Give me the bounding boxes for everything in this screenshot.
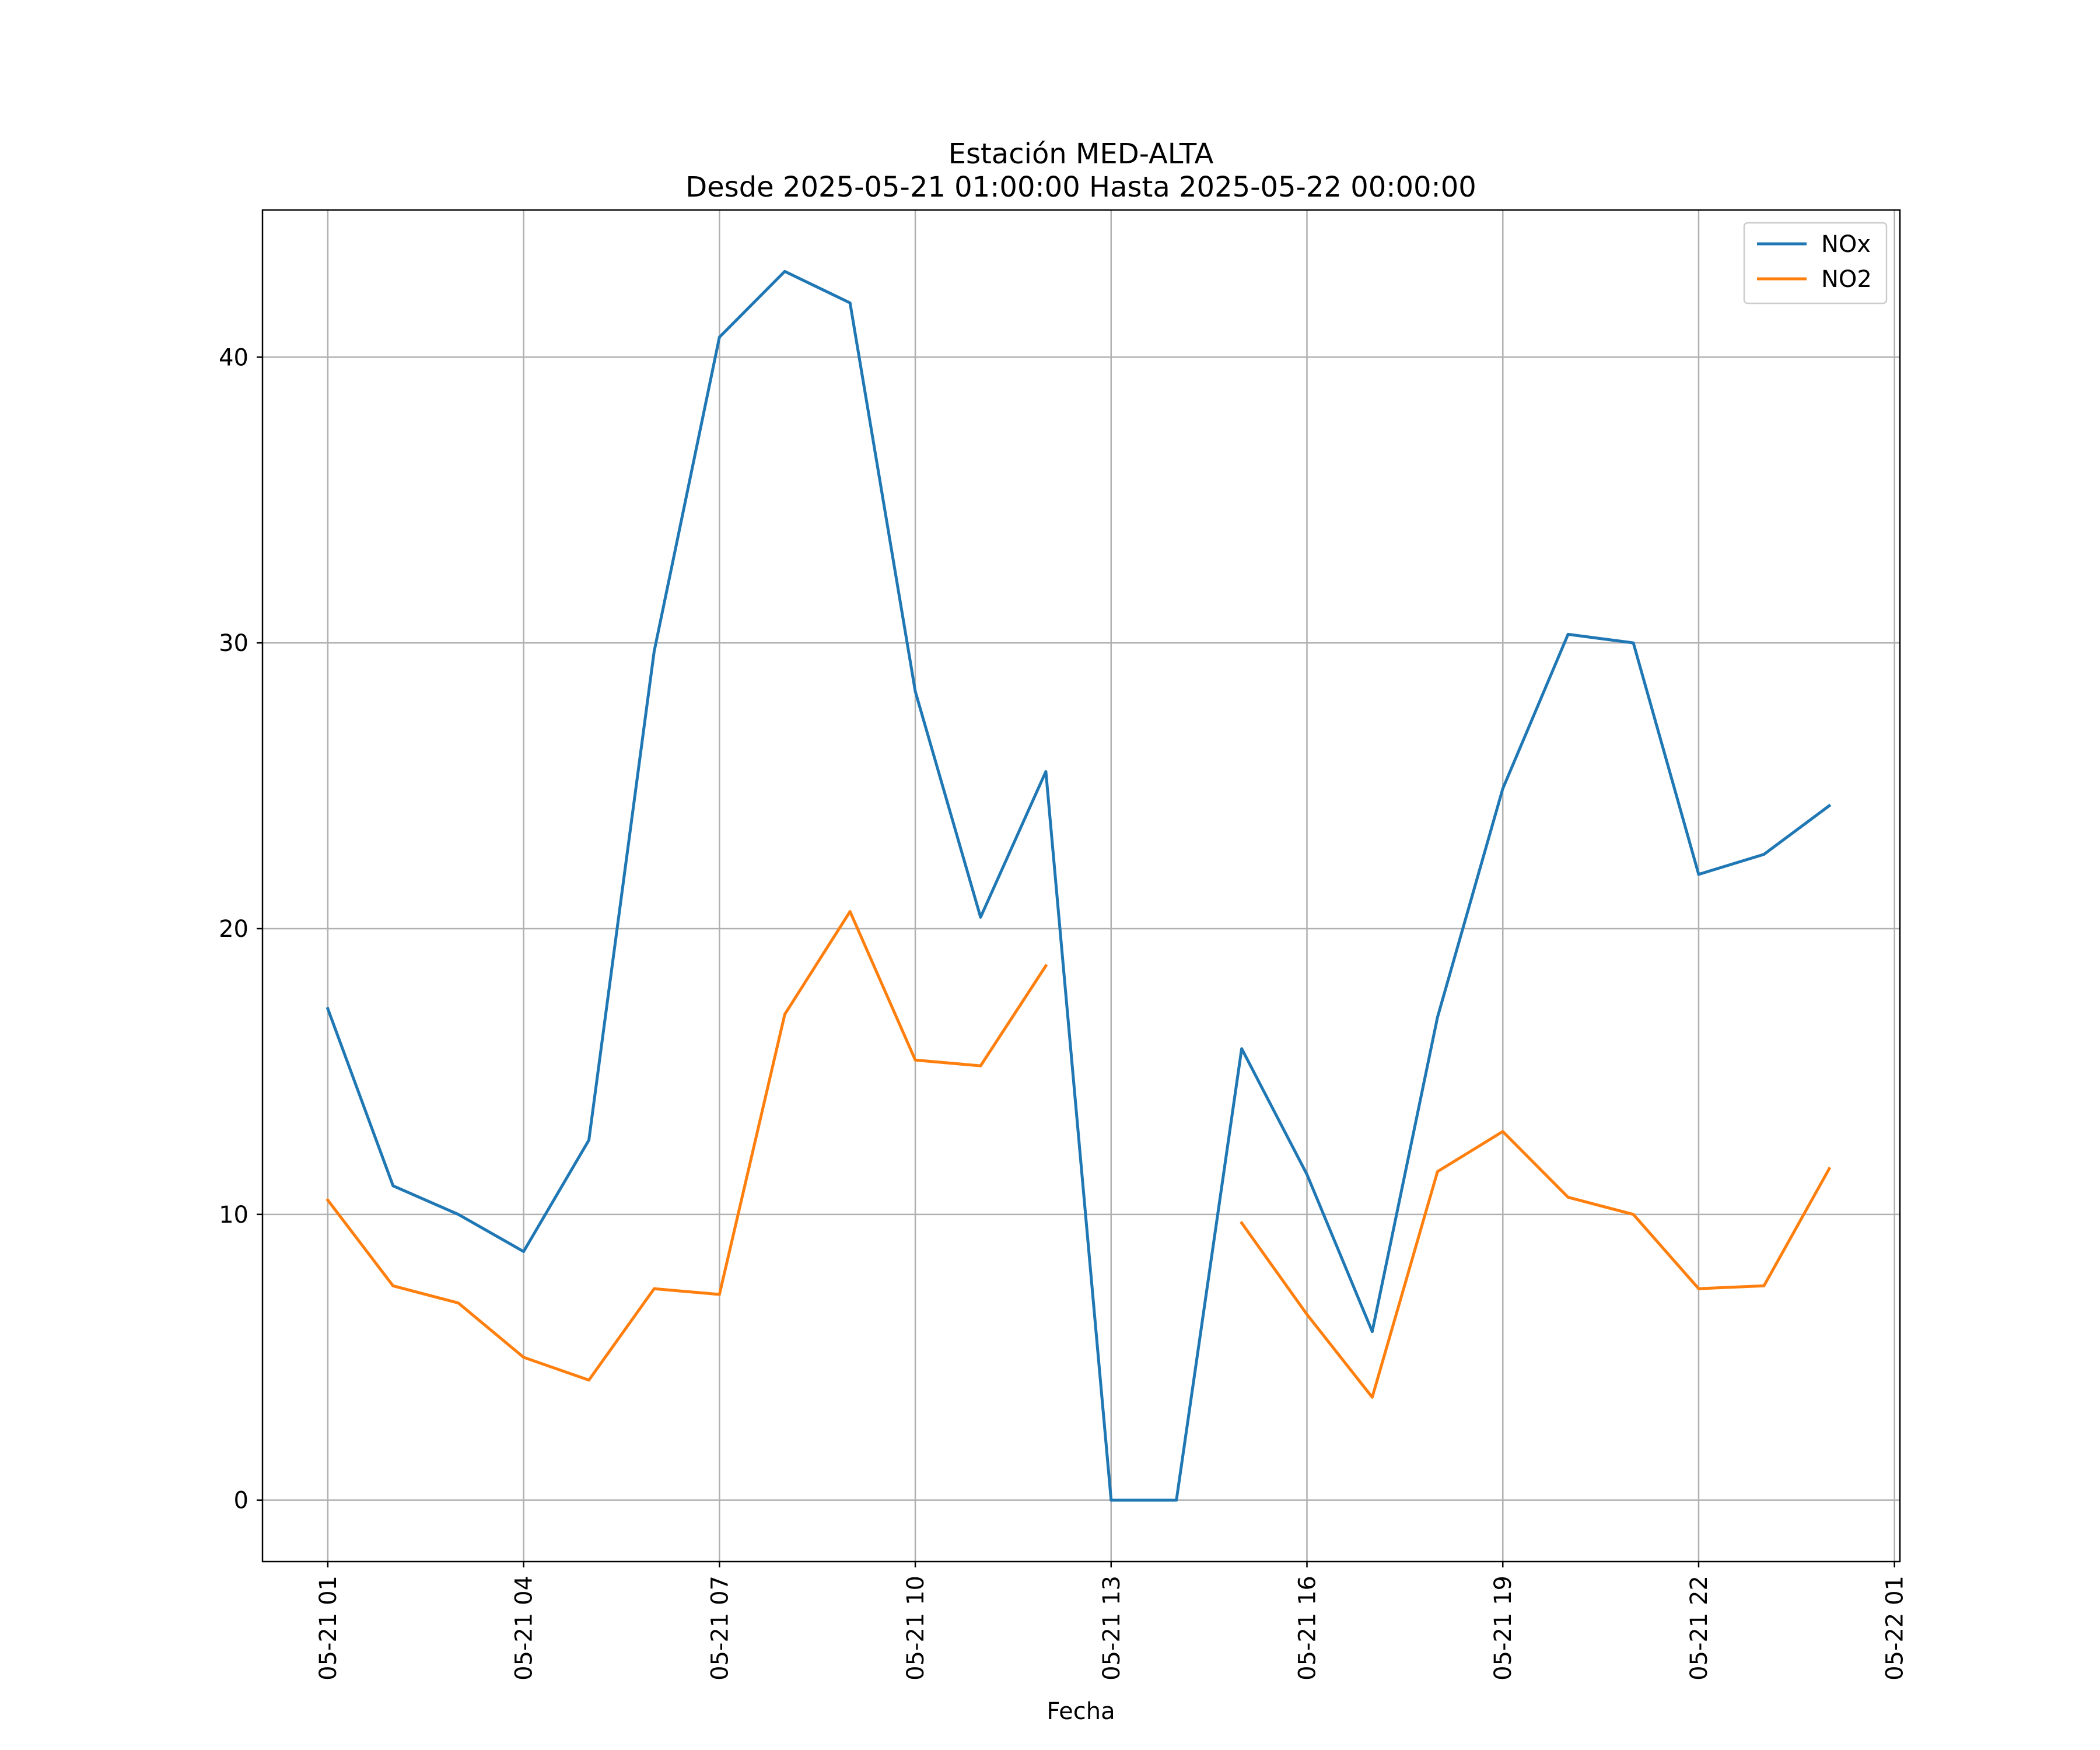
series-nox bbox=[326, 270, 1832, 1502]
legend-label-no2: NO2 bbox=[1821, 266, 1872, 293]
legend: NOx NO2 bbox=[1743, 222, 1888, 304]
plot-frame bbox=[261, 209, 1901, 1563]
x-tick-label: 05-21 01 bbox=[315, 1576, 342, 1681]
x-tick-label: 05-21 13 bbox=[1098, 1576, 1125, 1681]
grid bbox=[262, 210, 1900, 1562]
data-series bbox=[326, 270, 1832, 1502]
chart-title-line-2: Desde 2025-05-21 01:00:00 Hasta 2025-05-… bbox=[685, 171, 1476, 204]
y-tick-label: 20 bbox=[219, 916, 249, 943]
y-tick-label: 30 bbox=[219, 630, 249, 657]
x-axis: 05-21 01 05-21 04 05-21 07 05-21 10 05-21 13… bbox=[315, 1562, 1909, 1681]
x-tick-label: 05-21 22 bbox=[1686, 1576, 1713, 1681]
x-tick-label: 05-21 10 bbox=[902, 1576, 929, 1681]
series-line-no2 bbox=[1240, 1130, 1832, 1399]
x-tick-label: 05-21 04 bbox=[511, 1576, 538, 1681]
y-tick-label: 40 bbox=[219, 344, 249, 371]
x-tick-label: 05-21 07 bbox=[706, 1576, 733, 1681]
series-no2 bbox=[326, 910, 1832, 1399]
x-tick-label: 05-22 01 bbox=[1882, 1576, 1909, 1681]
x-axis-label: Fecha bbox=[1046, 1698, 1115, 1725]
series-line-nox bbox=[326, 270, 1832, 1502]
y-tick-label: 0 bbox=[234, 1488, 249, 1514]
chart-title-line-1: Estación MED-ALTA bbox=[949, 138, 1214, 170]
y-tick-label: 10 bbox=[219, 1202, 249, 1228]
x-tick-label: 05-21 19 bbox=[1490, 1576, 1517, 1681]
x-tick-label: 05-21 16 bbox=[1294, 1576, 1321, 1681]
plot-area bbox=[262, 210, 1900, 1562]
legend-label-nox: NOx bbox=[1821, 231, 1871, 258]
y-axis: 0 10 20 30 40 bbox=[219, 344, 262, 1514]
series-line-no2 bbox=[326, 910, 1048, 1382]
